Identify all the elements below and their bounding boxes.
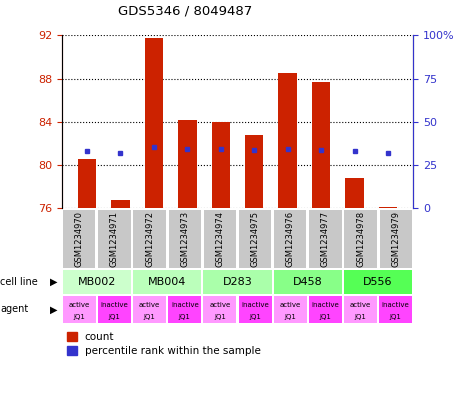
Text: JQ1: JQ1 <box>108 314 121 320</box>
Bar <box>178 119 197 208</box>
Text: active: active <box>139 302 160 308</box>
Text: JQ1: JQ1 <box>143 314 156 320</box>
Bar <box>133 270 201 294</box>
Text: GSM1234970: GSM1234970 <box>75 211 84 267</box>
Bar <box>63 209 95 268</box>
Bar <box>245 135 264 208</box>
Text: JQ1: JQ1 <box>214 314 226 320</box>
Text: D556: D556 <box>363 277 393 287</box>
Bar <box>344 296 377 323</box>
Bar <box>309 296 342 323</box>
Bar <box>379 296 412 323</box>
Text: JQ1: JQ1 <box>390 314 402 320</box>
Bar <box>63 270 131 294</box>
Text: active: active <box>209 302 230 308</box>
Bar <box>133 296 166 323</box>
Text: ▶: ▶ <box>50 277 57 287</box>
Bar <box>345 178 364 208</box>
Bar <box>312 82 330 208</box>
Text: agent: agent <box>0 305 28 314</box>
Bar <box>203 296 237 323</box>
Bar <box>98 209 131 268</box>
Bar <box>274 209 306 268</box>
Text: D283: D283 <box>223 277 252 287</box>
Text: inactive: inactive <box>312 302 339 308</box>
Bar <box>63 296 96 323</box>
Bar <box>344 209 377 268</box>
Bar <box>203 270 272 294</box>
Text: active: active <box>280 302 301 308</box>
Text: percentile rank within the sample: percentile rank within the sample <box>85 346 260 356</box>
Text: GSM1234977: GSM1234977 <box>321 211 330 267</box>
Bar <box>168 296 201 323</box>
Text: JQ1: JQ1 <box>354 314 367 320</box>
Bar <box>67 346 77 355</box>
Text: GDS5346 / 8049487: GDS5346 / 8049487 <box>118 5 252 18</box>
Bar <box>274 296 307 323</box>
Text: JQ1: JQ1 <box>284 314 296 320</box>
Text: active: active <box>350 302 371 308</box>
Bar <box>274 270 342 294</box>
Text: ▶: ▶ <box>50 305 57 314</box>
Text: inactive: inactive <box>171 302 199 308</box>
Bar <box>380 209 412 268</box>
Bar <box>78 159 96 208</box>
Bar <box>98 296 131 323</box>
Bar <box>67 332 77 341</box>
Bar <box>278 73 297 208</box>
Text: GSM1234976: GSM1234976 <box>286 211 294 267</box>
Text: GSM1234979: GSM1234979 <box>391 211 400 267</box>
Text: GSM1234975: GSM1234975 <box>251 211 259 267</box>
Text: count: count <box>85 332 114 342</box>
Text: inactive: inactive <box>382 302 409 308</box>
Text: cell line: cell line <box>0 277 38 287</box>
Text: inactive: inactive <box>101 302 128 308</box>
Bar <box>238 296 272 323</box>
Text: JQ1: JQ1 <box>73 314 86 320</box>
Text: JQ1: JQ1 <box>319 314 332 320</box>
Text: JQ1: JQ1 <box>249 314 261 320</box>
Text: inactive: inactive <box>241 302 269 308</box>
Bar <box>204 209 236 268</box>
Bar <box>309 209 342 268</box>
Text: active: active <box>69 302 90 308</box>
Text: GSM1234978: GSM1234978 <box>356 211 365 267</box>
Text: GSM1234973: GSM1234973 <box>180 211 189 267</box>
Bar <box>211 122 230 208</box>
Bar <box>169 209 201 268</box>
Bar <box>379 207 397 208</box>
Bar <box>239 209 271 268</box>
Bar <box>344 270 412 294</box>
Text: MB002: MB002 <box>78 277 116 287</box>
Text: D458: D458 <box>293 277 323 287</box>
Text: MB004: MB004 <box>148 277 186 287</box>
Bar <box>145 37 163 208</box>
Text: GSM1234972: GSM1234972 <box>145 211 154 267</box>
Text: GSM1234971: GSM1234971 <box>110 211 119 267</box>
Bar <box>133 209 166 268</box>
Text: GSM1234974: GSM1234974 <box>216 211 224 267</box>
Text: JQ1: JQ1 <box>179 314 190 320</box>
Bar <box>111 200 130 208</box>
